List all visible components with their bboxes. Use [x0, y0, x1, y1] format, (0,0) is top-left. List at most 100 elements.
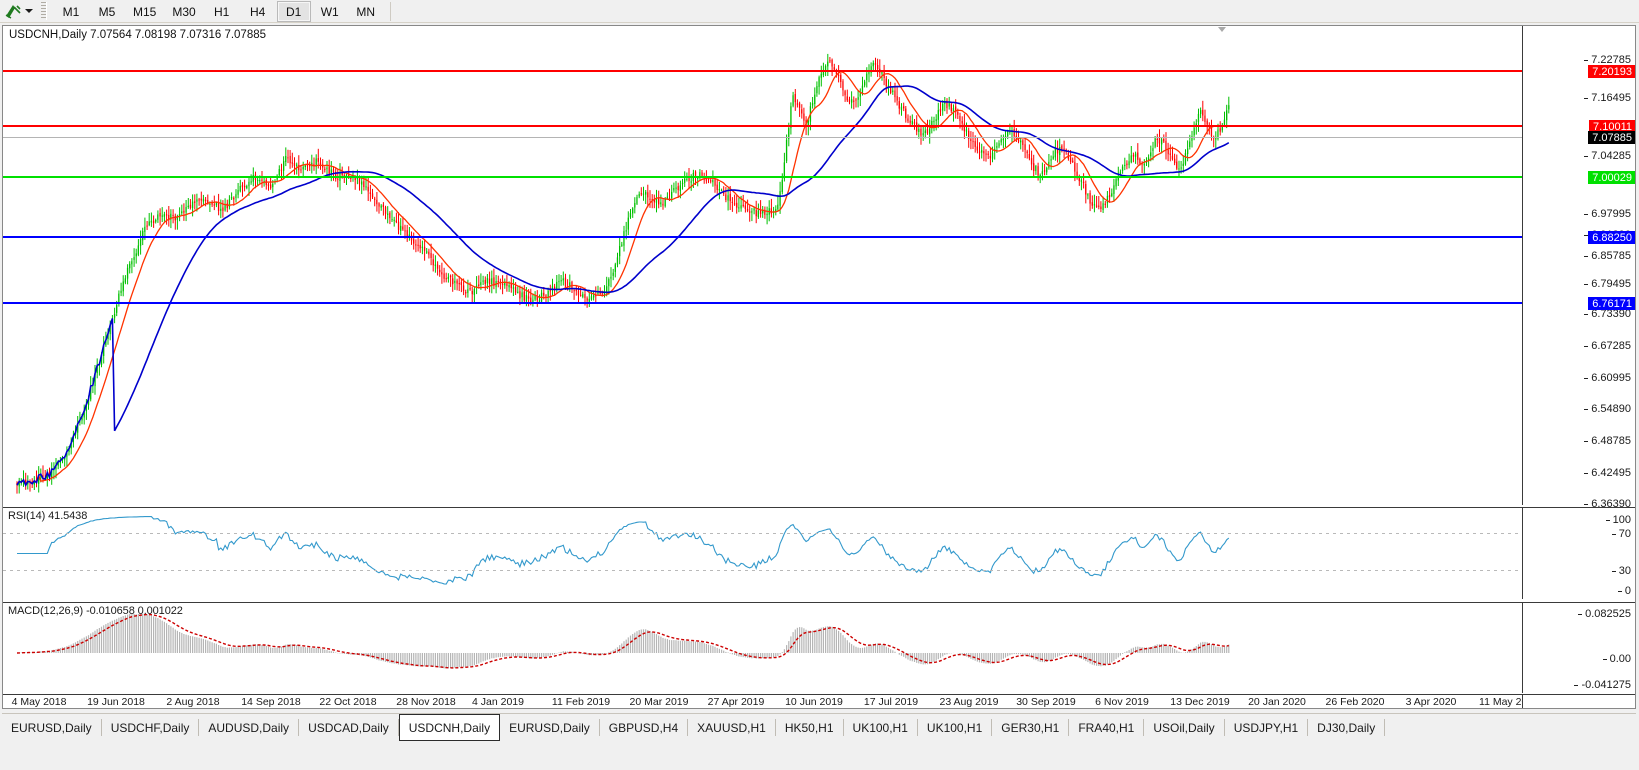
timeframe-button-m5[interactable]: M5 [98, 4, 116, 19]
chart-tab-usdjpy-h1[interactable]: USDJPY,H1 [1233, 720, 1299, 735]
timeframe-button-h1[interactable]: H1 [214, 4, 230, 19]
tab-divider [991, 719, 993, 736]
tab-divider [298, 719, 300, 736]
tab-divider [1384, 719, 1386, 736]
date-label: 10 Jun 2019 [785, 696, 843, 708]
price-tick: 6.60995 [1584, 372, 1635, 384]
macd-tick: 0.00 [1602, 653, 1635, 665]
timeframe-button-mn[interactable]: MN [356, 4, 376, 19]
rsi-line-series [17, 516, 1230, 585]
timeframe-button-w1[interactable]: W1 [320, 4, 339, 19]
rsi-panel[interactable]: RSI(14) 41.5438 100 70 30 0 [3, 507, 1635, 599]
tab-divider [687, 719, 689, 736]
tab-divider [598, 719, 600, 736]
date-label: 4 May 2018 [11, 696, 67, 708]
price-tag-resistance-1[interactable]: 7.20193 [1588, 65, 1635, 78]
chart-tab-xauusd-h1[interactable]: XAUUSD,H1 [697, 720, 766, 735]
toolbar-divider [389, 1, 391, 21]
crosshair-top-marker [1218, 27, 1227, 33]
price-tag-support-1[interactable]: 6.88250 [1588, 231, 1635, 244]
date-label: 26 Feb 2020 [1325, 696, 1385, 708]
date-label: 30 Sep 2019 [1016, 696, 1076, 708]
date-axis-corner [1522, 695, 1635, 708]
date-label: 28 Nov 2018 [396, 696, 456, 708]
chart-tab-ger30-h1[interactable]: GER30,H1 [1001, 720, 1060, 735]
tab-divider [100, 719, 102, 736]
tab-divider [916, 719, 918, 736]
tab-divider [1068, 719, 1070, 736]
chart-tab-usdchf-daily[interactable]: USDCHF,Daily [110, 720, 190, 735]
macd-histogram-series [16, 613, 1230, 669]
macd-panel[interactable]: MACD(12,26,9) -0.010658 0.001022 0.08252… [3, 602, 1635, 693]
date-label: 27 Apr 2019 [707, 696, 765, 708]
crosshair-cursor-icon[interactable] [4, 2, 22, 20]
timeframe-button-m1[interactable]: M1 [62, 4, 80, 19]
tabs-spacer [1385, 714, 1636, 741]
price-tick: 6.54890 [1584, 403, 1635, 415]
date-label: 23 Aug 2019 [939, 696, 999, 708]
date-label: 13 Dec 2019 [1170, 696, 1230, 708]
chevron-down-icon[interactable] [22, 2, 36, 20]
chart-tab-eurusd-daily-2[interactable]: EURUSD,Daily [509, 720, 590, 735]
support-line-688250[interactable] [3, 236, 1522, 238]
price-tick: 6.67285 [1584, 340, 1635, 352]
chart-tab-eurusd-daily-1[interactable]: EURUSD,Daily [11, 720, 92, 735]
rsi-indicator-label: RSI(14) 41.5438 [8, 510, 88, 522]
price-tick: 7.16495 [1584, 92, 1635, 104]
date-label: 3 Apr 2020 [1405, 696, 1457, 708]
rsi-tick: 100 [1605, 514, 1635, 526]
price-panel[interactable]: USDCNH,Daily 7.07564 7.08198 7.07316 7.0… [3, 26, 1635, 510]
resistance-line-710011[interactable] [3, 125, 1522, 127]
rsi-plot-area[interactable]: RSI(14) 41.5438 [3, 508, 1522, 599]
timeframe-toolbar: M1 M5 M15 M30 H1 H4 D1 W1 MN [0, 0, 1639, 23]
rsi-level-70 [3, 533, 1522, 534]
rsi-tick: 0 [1617, 585, 1635, 597]
pivot-line-700029[interactable] [3, 176, 1522, 178]
date-label: 17 Jul 2019 [863, 696, 919, 708]
support-line-676171[interactable] [3, 302, 1522, 304]
date-label: 20 Jan 2020 [1248, 696, 1306, 708]
price-tick: 6.85785 [1584, 250, 1635, 262]
price-tick: 7.22785 [1584, 54, 1635, 66]
price-tag-resistance-2[interactable]: 7.10011 [1589, 120, 1635, 133]
timeframe-button-m30[interactable]: M30 [172, 4, 196, 19]
date-axis: 4 May 2018 19 Jun 2018 2 Aug 2018 14 Sep… [3, 694, 1635, 708]
chart-tab-audusd-daily[interactable]: AUDUSD,Daily [208, 720, 290, 735]
chart-window[interactable]: USDCNH,Daily 7.07564 7.08198 7.07316 7.0… [2, 25, 1636, 709]
timeframe-button-d1[interactable]: D1 [276, 0, 311, 22]
tab-divider [774, 719, 776, 736]
chart-tab-uk100-h1-1[interactable]: UK100,H1 [852, 720, 908, 735]
price-tick: 6.79495 [1584, 278, 1635, 290]
date-label: 20 Mar 2019 [629, 696, 689, 708]
chart-tab-usdcad-daily[interactable]: USDCAD,Daily [308, 720, 389, 735]
timeframe-button-h4[interactable]: H4 [250, 4, 266, 19]
price-tag-pivot[interactable]: 7.00029 [1588, 171, 1635, 184]
price-tag-support-2[interactable]: 6.76171 [1588, 297, 1635, 310]
price-scale[interactable]: 7.22785 7.16495 7.04285 6.97995 6.91890 … [1522, 26, 1635, 510]
macd-plot-area[interactable]: MACD(12,26,9) -0.010658 0.001022 [3, 603, 1522, 693]
date-label: 6 Nov 2019 [1095, 696, 1149, 708]
timeframe-button-group: M1 M5 M15 M30 H1 H4 D1 W1 MN [53, 0, 384, 22]
tab-divider [1143, 719, 1145, 736]
tab-divider [198, 719, 200, 736]
macd-scale: 0.082525 0.00 -0.041275 [1522, 603, 1635, 693]
chart-tab-gbpusd-h4[interactable]: GBPUSD,H4 [608, 720, 679, 735]
tab-divider [1223, 719, 1225, 736]
chart-tab-usoil-daily[interactable]: USOil,Daily [1153, 720, 1215, 735]
price-tick: 6.48785 [1584, 435, 1635, 447]
chart-tab-usdcnh-daily[interactable]: USDCNH,Daily [398, 714, 501, 741]
resistance-line-720193[interactable] [3, 70, 1522, 72]
date-label: 14 Sep 2018 [241, 696, 301, 708]
chart-tab-fra40-h1[interactable]: FRA40,H1 [1078, 720, 1135, 735]
toolbar-gripper[interactable] [41, 2, 47, 20]
price-tag-current[interactable]: 7.07885 [1588, 131, 1635, 144]
price-tick: 7.04285 [1584, 150, 1635, 162]
chart-tabs-list: EURUSD,Daily USDCHF,Daily AUDUSD,Daily U… [2, 713, 1636, 741]
symbol-ohlc-label: USDCNH,Daily 7.07564 7.08198 7.07316 7.0… [9, 29, 267, 41]
chart-tab-hk50-h1[interactable]: HK50,H1 [784, 720, 834, 735]
chart-tab-dj30-daily[interactable]: DJ30,Daily [1317, 720, 1376, 735]
timeframe-button-m15[interactable]: M15 [133, 4, 157, 19]
price-plot-area[interactable]: USDCNH,Daily 7.07564 7.08198 7.07316 7.0… [3, 26, 1522, 505]
chart-tab-uk100-h1-2[interactable]: UK100,H1 [926, 720, 983, 735]
